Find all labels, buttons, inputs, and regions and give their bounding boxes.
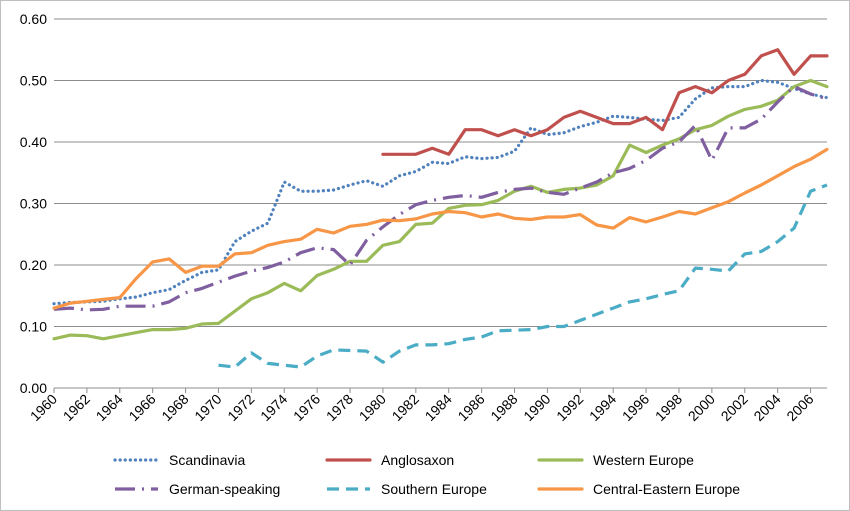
series-lines [52,48,829,369]
x-tick-label: 1996 [619,391,652,424]
series-line-german-speaking [53,84,828,312]
x-tick-label: 1966 [125,391,158,424]
x-tick-label: 1974 [257,391,290,424]
x-tick-label: 1976 [290,391,323,424]
x-tick-label: 1964 [93,391,126,424]
y-tick-label: 0.30 [20,196,47,212]
x-tick-label: 1970 [191,391,224,424]
legend: Scandinavia Anglosaxon Western Europe Germa… [113,452,740,497]
legend-label-western-europe: Western Europe [593,452,694,468]
x-tick-label: 2000 [685,391,718,424]
legend-label-anglosaxon: Anglosaxon [381,452,454,468]
x-tick-label: 2002 [718,391,751,424]
series-line-central-eastern-europe [52,147,829,310]
y-tick-label: 0.20 [20,257,47,273]
x-axis [53,387,827,393]
x-tick-label: 2006 [783,391,816,424]
x-tick-label: 1962 [60,391,93,424]
x-axis-ticks: 1960 1962 1964 1966 1968 1970 1972 1974 1976 1978… [27,391,817,424]
x-tick-label: 1980 [356,391,389,424]
legend-label-scandinavia: Scandinavia [169,452,245,468]
y-tick-label: 0.00 [20,380,47,396]
y-tick-label: 0.60 [20,11,47,27]
y-tick-label: 0.50 [20,73,47,89]
x-tick-label: 1982 [389,391,422,424]
series-line-southern-europe [218,183,828,369]
y-tick-label: 0.40 [20,134,47,150]
y-tick-label: 0.10 [20,319,47,335]
y-axis-ticks: 0.00 0.10 0.20 0.30 0.40 0.50 0.60 [20,11,47,396]
series-line-western-europe [52,78,829,341]
x-tick-label: 1978 [323,391,356,424]
x-tick-label: 1992 [553,391,586,424]
legend-label-german-speaking: German-speaking [169,481,280,497]
x-tick-label: 1990 [520,391,553,424]
x-tick-label: 1986 [454,391,487,424]
x-tick-label: 1998 [652,391,685,424]
x-tick-label: 1984 [422,391,455,424]
series-line-anglosaxon [381,48,829,156]
x-tick-label: 2004 [750,391,783,424]
gridlines [54,18,827,327]
x-tick-label: 1968 [158,391,191,424]
legend-label-southern-europe: Southern Europe [381,481,487,497]
x-tick-label: 1988 [487,391,520,424]
x-tick-label: 1972 [224,391,257,424]
series-line-scandinavia [52,78,829,306]
legend-label-central-eastern-europe: Central-Eastern Europe [593,481,740,497]
x-tick-label: 1994 [586,391,619,424]
